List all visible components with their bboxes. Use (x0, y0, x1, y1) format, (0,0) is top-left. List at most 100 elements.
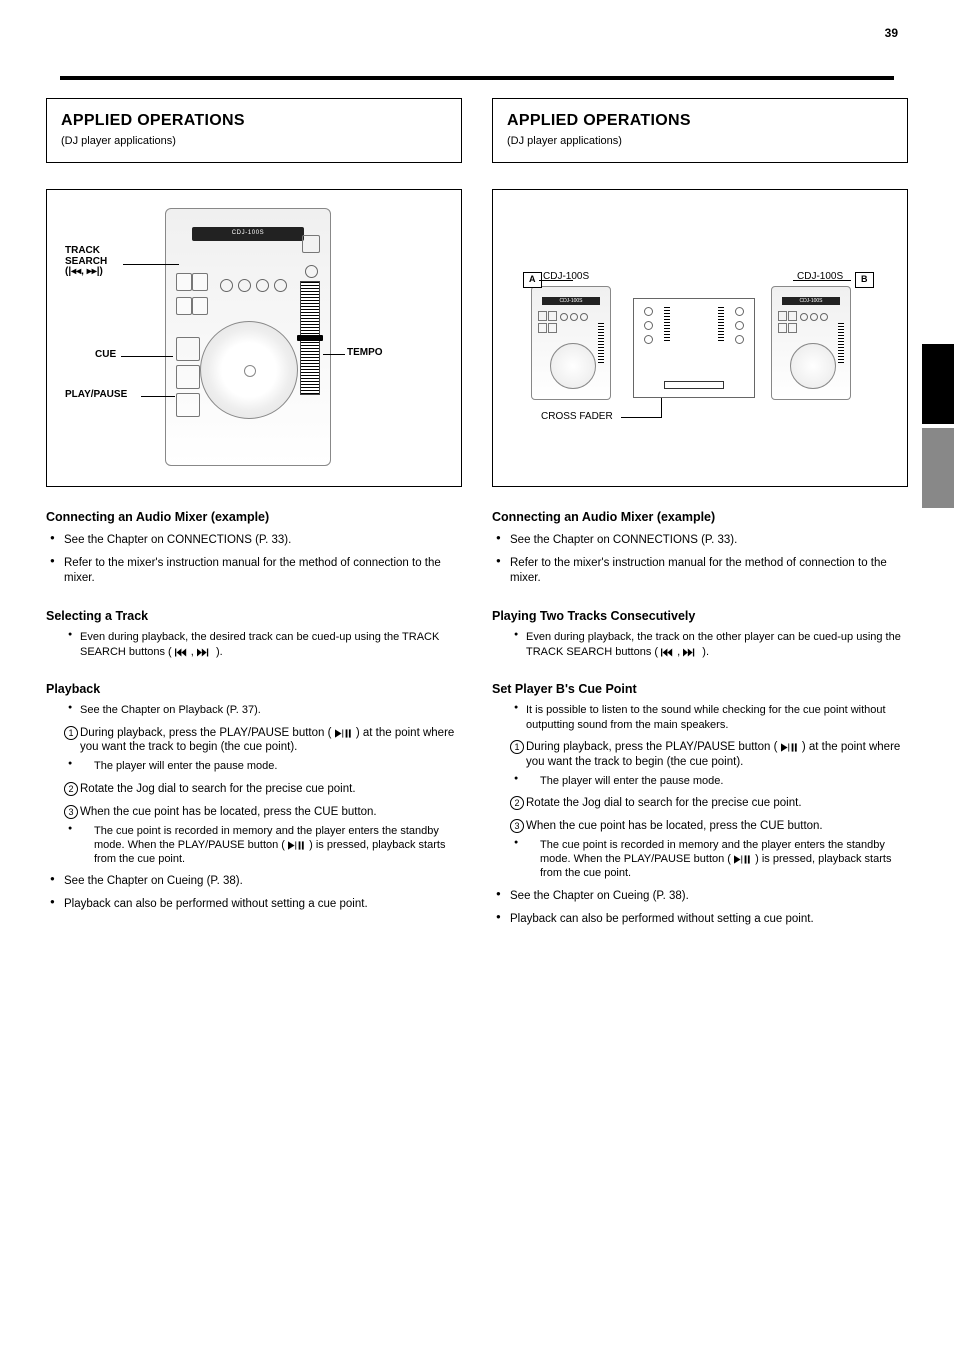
play-pause-icon (335, 729, 353, 738)
mini-led: CDJ-100S (542, 297, 600, 305)
knob-dec (274, 279, 287, 292)
heading-connect-l: Connecting an Audio Mixer (example) (46, 509, 462, 525)
device-label: CDJ-100S (232, 230, 264, 238)
heading-select-l: Selecting a Track (46, 608, 462, 624)
knob-dec (820, 313, 828, 321)
side-tab-grey (922, 428, 954, 508)
bullet-r: See the Chapter on CONNECTIONS (P. 33). (492, 533, 908, 548)
heading-select-r: Playing Two Tracks Consecutively (492, 608, 908, 624)
button-dec (192, 273, 208, 291)
callout-cue-label: CUE (95, 349, 116, 360)
knob-dec (256, 279, 269, 292)
button-dec (176, 393, 200, 417)
bullet-r: See the Chapter on Cueing (P. 38). (492, 889, 908, 904)
button-dec (548, 311, 557, 321)
bullet-l: See the Chapter on CONNECTIONS (P. 33). (46, 533, 462, 548)
tempo-slider (300, 281, 320, 395)
play-pause-icon (288, 841, 306, 850)
button-dec (176, 297, 192, 315)
sub-bullet-r: It is possible to listen to the sound wh… (492, 703, 908, 732)
diagram-two-players: CDJ-100S CDJ-100S (492, 189, 908, 487)
text: ). (216, 646, 223, 658)
button-dec (548, 323, 557, 333)
page-number: 39 (885, 26, 898, 42)
circled-1-icon: 1 (64, 726, 78, 740)
subtitle-right: (DJ player applications) (507, 134, 893, 148)
skip-fwd-icon (197, 648, 213, 657)
text: Rotate the Jog dial to search for the pr… (526, 797, 802, 809)
player-b: CDJ-100S (771, 286, 851, 400)
device-label: CDJ-100S (799, 298, 822, 305)
diagram-single-player: CDJ-100S (46, 189, 462, 487)
player-drawing: CDJ-100S (165, 208, 331, 466)
knob-dec (644, 307, 653, 316)
play-pause-icon (781, 743, 799, 752)
tempo-slider (838, 323, 844, 363)
sub-bullet-l: Even during playback, the desired track … (46, 630, 462, 659)
knob-dec (305, 265, 318, 278)
knob-dec (735, 307, 744, 316)
bullet-l: See the Chapter on Cueing (P. 38). (46, 874, 462, 889)
button-dec (778, 311, 787, 321)
jog-dial (550, 343, 596, 389)
button-dec (538, 323, 547, 333)
knob-dec (238, 279, 251, 292)
side-tab-black (922, 344, 954, 424)
play-pause-icon (734, 855, 752, 864)
sub-bullet-r: Even during playback, the track on the o… (492, 630, 908, 659)
title-right: APPLIED OPERATIONS (507, 111, 893, 132)
skip-back-icon (175, 648, 191, 657)
num-step-2-r: 2 Rotate the Jog dial to search for the … (492, 796, 908, 811)
subtitle-left: (DJ player applications) (61, 134, 447, 148)
callout-play-pause-label: PLAY/PAUSE (65, 389, 127, 400)
jog-dial (200, 321, 298, 419)
knob-dec (560, 313, 568, 321)
text: Even during playback, the desired track … (80, 631, 439, 657)
label-b: B (855, 272, 874, 288)
button-dec (176, 337, 200, 361)
left-column: APPLIED OPERATIONS (DJ player applicatio… (46, 98, 462, 935)
circled-3-icon: 3 (510, 819, 524, 833)
heading-playback-l: Playback (46, 681, 462, 697)
sub-bullet-r: The player will enter the pause mode. (492, 774, 908, 788)
knob-dec (735, 335, 744, 344)
knob-dec (810, 313, 818, 321)
skip-fwd-icon (683, 648, 699, 657)
text: ). (702, 646, 709, 658)
title-box-left: APPLIED OPERATIONS (DJ player applicatio… (46, 98, 462, 163)
knob-dec (220, 279, 233, 292)
button-dec (788, 323, 797, 333)
text: When the cue point has be located, press… (526, 820, 823, 832)
heading-playback-r: Set Player B's Cue Point (492, 681, 908, 697)
slider-dec (664, 307, 670, 343)
sub-bullet-r: The cue point is recorded in memory and … (492, 838, 908, 881)
led-strip: CDJ-100S (192, 227, 304, 241)
heading-connect-r: Connecting an Audio Mixer (example) (492, 509, 908, 525)
bullet-l: Refer to the mixer's instruction manual … (46, 556, 462, 586)
title-left: APPLIED OPERATIONS (61, 111, 447, 132)
button-dec (302, 235, 320, 253)
mixer (633, 298, 755, 398)
knob-dec (644, 321, 653, 330)
knob-dec (800, 313, 808, 321)
tempo-slider (598, 323, 604, 363)
callout-cue: CUE (95, 350, 116, 361)
knob-dec (580, 313, 588, 321)
num-step-1-r: 1 During playback, press the PLAY/PAUSE … (492, 740, 908, 770)
device-label: CDJ-100S (559, 298, 582, 305)
skip-back-icon (661, 648, 677, 657)
circled-2-icon: 2 (64, 782, 78, 796)
cross-fader (664, 381, 724, 389)
player-a: CDJ-100S (531, 286, 611, 400)
knob-dec (735, 321, 744, 330)
text: CROSS FADER (541, 411, 613, 422)
sub-bullet-l: See the Chapter on Playback (P. 37). (46, 703, 462, 717)
callout-track-search: TRACK SEARCH (|◂◂, ▸▸|) (65, 246, 107, 278)
bullet-r: Playback can also be performed without s… (492, 912, 908, 927)
top-rule (60, 76, 894, 80)
sub-bullet-l: The cue point is recorded in memory and … (46, 824, 462, 867)
num-step-3-r: 3 When the cue point has be located, pre… (492, 819, 908, 834)
text: During playback, press the PLAY/PAUSE bu… (526, 741, 777, 753)
title-box-right: APPLIED OPERATIONS (DJ player applicatio… (492, 98, 908, 163)
text: During playback, press the PLAY/PAUSE bu… (80, 727, 331, 739)
